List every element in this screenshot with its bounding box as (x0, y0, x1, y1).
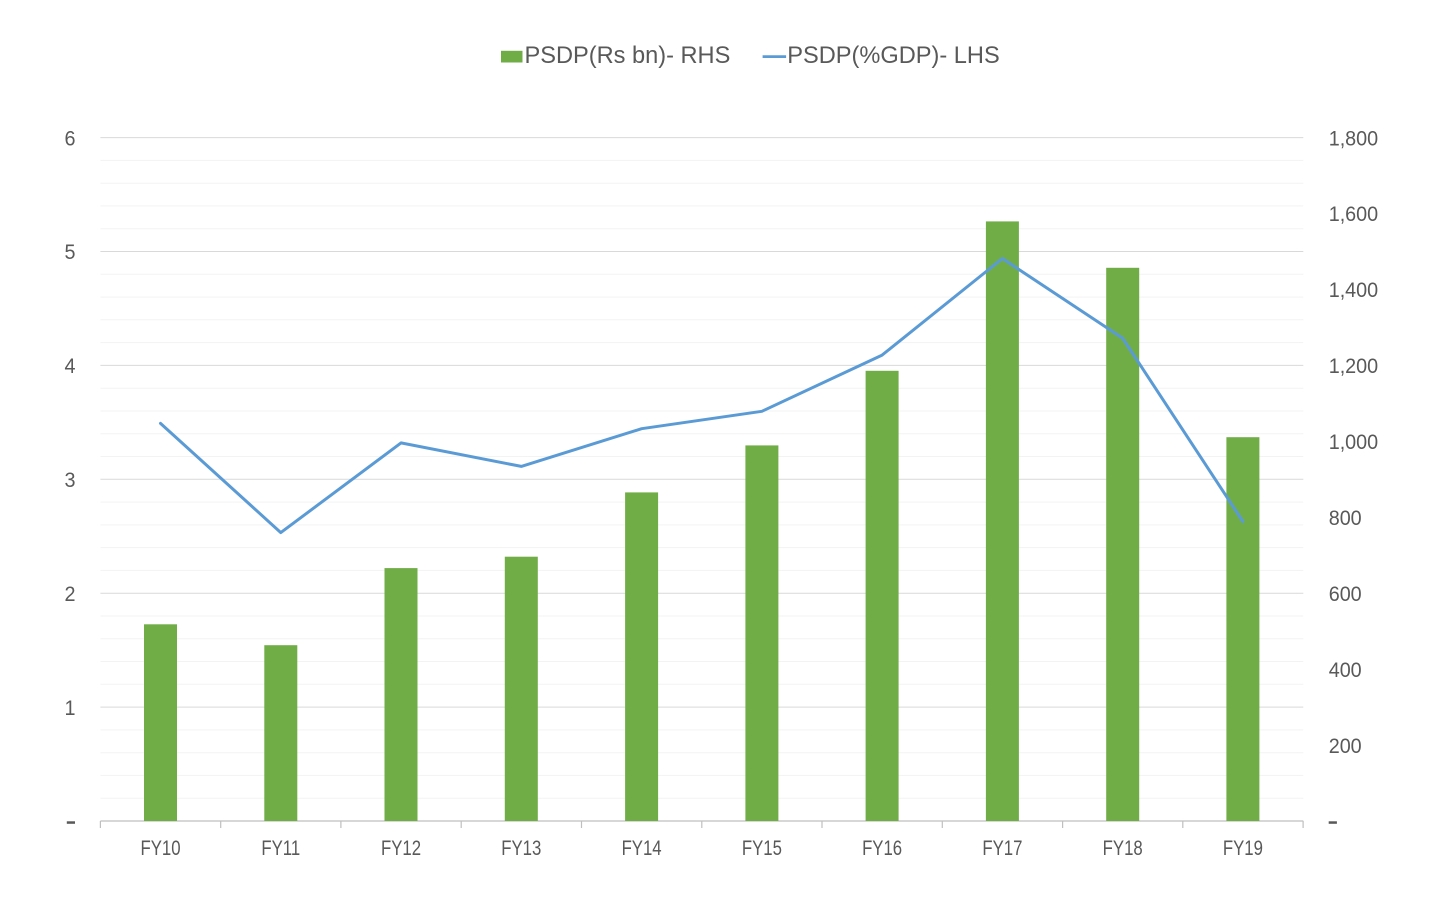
svg-text:1,000: 1,000 (1329, 430, 1378, 454)
svg-text:FY12: FY12 (381, 837, 421, 860)
svg-text:2: 2 (65, 582, 76, 606)
svg-text:4: 4 (65, 354, 76, 378)
svg-text:1,400: 1,400 (1329, 278, 1378, 302)
svg-text:FY18: FY18 (1103, 837, 1143, 860)
svg-text:FY11: FY11 (261, 837, 300, 860)
svg-text:PSDP(%GDP)- LHS: PSDP(%GDP)- LHS (787, 43, 999, 69)
svg-text:FY19: FY19 (1223, 837, 1263, 860)
svg-text:6: 6 (65, 127, 76, 151)
svg-text:1,200: 1,200 (1329, 354, 1378, 378)
svg-text:FY14: FY14 (622, 837, 662, 860)
svg-text:3: 3 (65, 468, 76, 492)
svg-text:1: 1 (65, 696, 76, 720)
svg-text:600: 600 (1329, 582, 1362, 606)
svg-text:FY15: FY15 (742, 837, 782, 860)
svg-text:FY10: FY10 (140, 837, 180, 860)
svg-text:5: 5 (65, 240, 76, 264)
svg-text:200: 200 (1329, 734, 1362, 758)
svg-text:1,800: 1,800 (1329, 127, 1378, 151)
svg-text:PSDP(Rs bn)- RHS: PSDP(Rs bn)- RHS (525, 43, 731, 69)
svg-text:FY16: FY16 (862, 837, 902, 860)
svg-text:1,600: 1,600 (1329, 202, 1378, 226)
svg-text:FY13: FY13 (501, 837, 541, 860)
svg-text:800: 800 (1329, 506, 1362, 530)
svg-text:FY17: FY17 (982, 837, 1022, 860)
svg-text:400: 400 (1329, 658, 1362, 682)
